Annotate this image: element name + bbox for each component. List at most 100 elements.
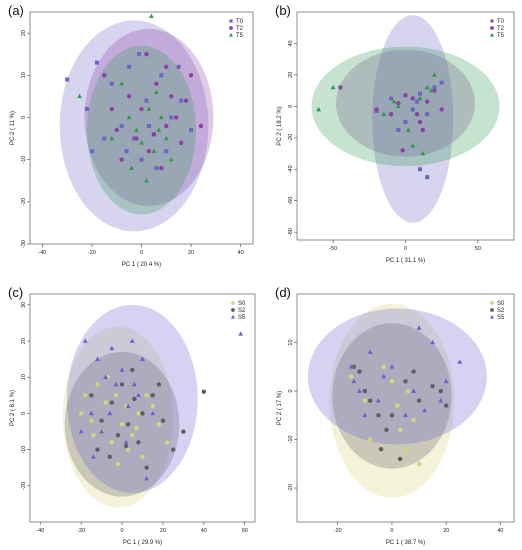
point-s2	[357, 369, 362, 374]
point-t5	[129, 165, 134, 170]
confidence-ellipse-t5	[311, 46, 500, 167]
point-s2	[150, 393, 155, 398]
point-t0	[417, 167, 422, 172]
point-s2	[368, 398, 373, 403]
point-t5	[381, 111, 387, 117]
point-s5	[95, 356, 100, 361]
legend-marker-t5	[490, 32, 494, 37]
point-t2	[164, 64, 169, 70]
point-t2	[198, 123, 204, 129]
panel-label: (a)	[8, 3, 24, 18]
legend-marker-s5	[231, 314, 235, 319]
point-t0	[84, 107, 89, 112]
point-s0	[403, 447, 408, 452]
legend-marker-s0	[231, 301, 235, 305]
point-s2	[430, 383, 435, 389]
point-t2	[338, 85, 343, 90]
point-t5	[405, 127, 411, 132]
legend-label: T2	[497, 26, 505, 32]
point-s2	[411, 369, 416, 374]
point-s0	[411, 417, 416, 423]
x-tick-label: 0	[404, 246, 407, 252]
point-s5	[136, 392, 141, 398]
confidence-ellipse-t2	[336, 49, 475, 157]
y-tick-label: -10	[21, 156, 27, 164]
point-t5	[432, 72, 437, 77]
point-t2	[420, 127, 426, 133]
point-s0	[150, 403, 155, 409]
point-t5	[109, 135, 115, 141]
point-s5	[381, 373, 387, 379]
point-s2	[201, 389, 207, 394]
point-t0	[417, 91, 422, 96]
legend-marker-s0	[490, 301, 494, 305]
point-s2	[109, 400, 115, 405]
confidence-ellipse-s0	[329, 303, 455, 498]
point-t2	[119, 157, 124, 162]
point-s2	[89, 393, 94, 398]
point-t2	[400, 148, 405, 153]
point-t5	[429, 88, 434, 93]
legend-marker-t5	[229, 32, 233, 37]
point-t0	[159, 73, 164, 78]
y-tick-label: -30	[21, 240, 27, 248]
panel-4: (d) -20 0 20 40 -20 -10 0 10 PC 1 ( 38.7 %) PC 2 (…	[275, 285, 515, 546]
point-s0	[91, 432, 96, 438]
x-tick-label: 40	[201, 528, 207, 534]
legend-label: S0	[238, 301, 246, 307]
point-s0	[130, 432, 135, 438]
point-t5	[156, 127, 162, 132]
legend-label: S2	[497, 308, 505, 314]
point-s5	[416, 325, 422, 330]
point-s5	[82, 338, 88, 343]
point-s2	[95, 447, 100, 452]
point-s2	[144, 465, 149, 470]
point-t2	[425, 99, 430, 104]
point-s0	[349, 374, 354, 379]
panel-label: (b)	[275, 3, 291, 18]
legend-label: T2	[236, 26, 244, 32]
point-s5	[99, 428, 104, 434]
point-t5	[391, 99, 397, 104]
point-s0	[381, 364, 386, 369]
point-t5	[126, 114, 132, 120]
point-t0	[164, 149, 169, 154]
point-t0	[65, 77, 70, 82]
point-t0	[189, 128, 194, 133]
panel-1: (a) -40 -20 0 20 40 -30 -20 -10 0 10 20 PC 1 ( 20.4 …	[8, 3, 254, 268]
point-s2	[99, 418, 104, 423]
y-tick-label: 0	[21, 412, 27, 415]
point-s2	[136, 440, 141, 445]
legend-marker-t0	[490, 19, 494, 23]
point-s5	[238, 331, 244, 336]
point-s0	[78, 411, 84, 416]
point-s0	[89, 418, 94, 423]
point-s0	[144, 393, 149, 398]
point-s5	[103, 374, 109, 380]
y-tick-label: 20	[21, 338, 27, 344]
point-t5	[151, 148, 157, 153]
panel-3: (c) -40 -20 0 20 40 60 -20 -10 0 10 20 30 PC 1 ( 29.9…	[8, 285, 256, 546]
point-t2	[109, 106, 114, 112]
x-tick-label: -20	[334, 528, 342, 534]
point-s0	[416, 461, 422, 466]
confidence-ellipse-s0	[62, 326, 174, 508]
point-s5	[113, 381, 119, 387]
point-s2	[378, 447, 384, 452]
point-s5	[88, 410, 94, 416]
point-t0	[132, 136, 137, 141]
point-s5	[411, 388, 417, 393]
point-t0	[425, 112, 430, 117]
panel-label: (c)	[8, 285, 23, 300]
plot-frame	[296, 293, 515, 523]
y-tick-label: 0	[288, 389, 294, 392]
point-t2	[126, 94, 132, 99]
point-t0	[119, 123, 124, 128]
y-tick-label: -20	[288, 134, 294, 142]
x-axis-label: PC 1 ( 20.4 %)	[122, 262, 161, 268]
legend-marker-s2	[231, 308, 235, 312]
point-t2	[146, 149, 152, 154]
point-t2	[417, 119, 423, 125]
point-s5	[457, 359, 463, 364]
